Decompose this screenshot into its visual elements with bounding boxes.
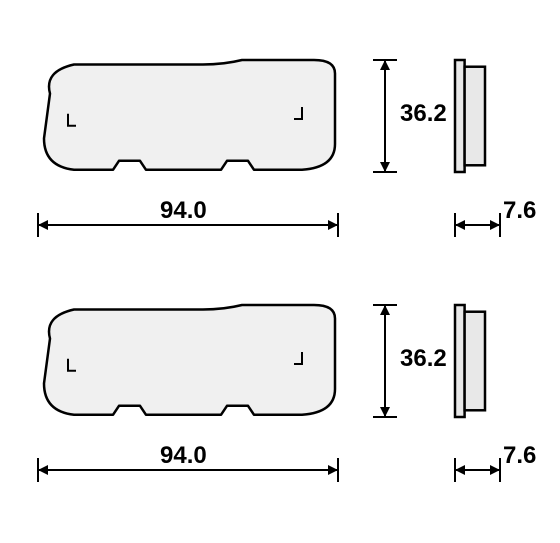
dim-label-height-bot: 36.2	[400, 345, 447, 373]
diagram-svg	[0, 0, 560, 543]
dim-label-height-top: 36.2	[400, 100, 447, 128]
dim-label-thick-bot: 7.6	[503, 442, 536, 470]
diagram-canvas: 94.0 36.2 7.6 94.0 36.2 7.6	[0, 0, 560, 543]
dim-label-thick-top: 7.6	[503, 197, 536, 225]
dim-label-width-bot: 94.0	[160, 442, 207, 470]
dim-label-width-top: 94.0	[160, 197, 207, 225]
